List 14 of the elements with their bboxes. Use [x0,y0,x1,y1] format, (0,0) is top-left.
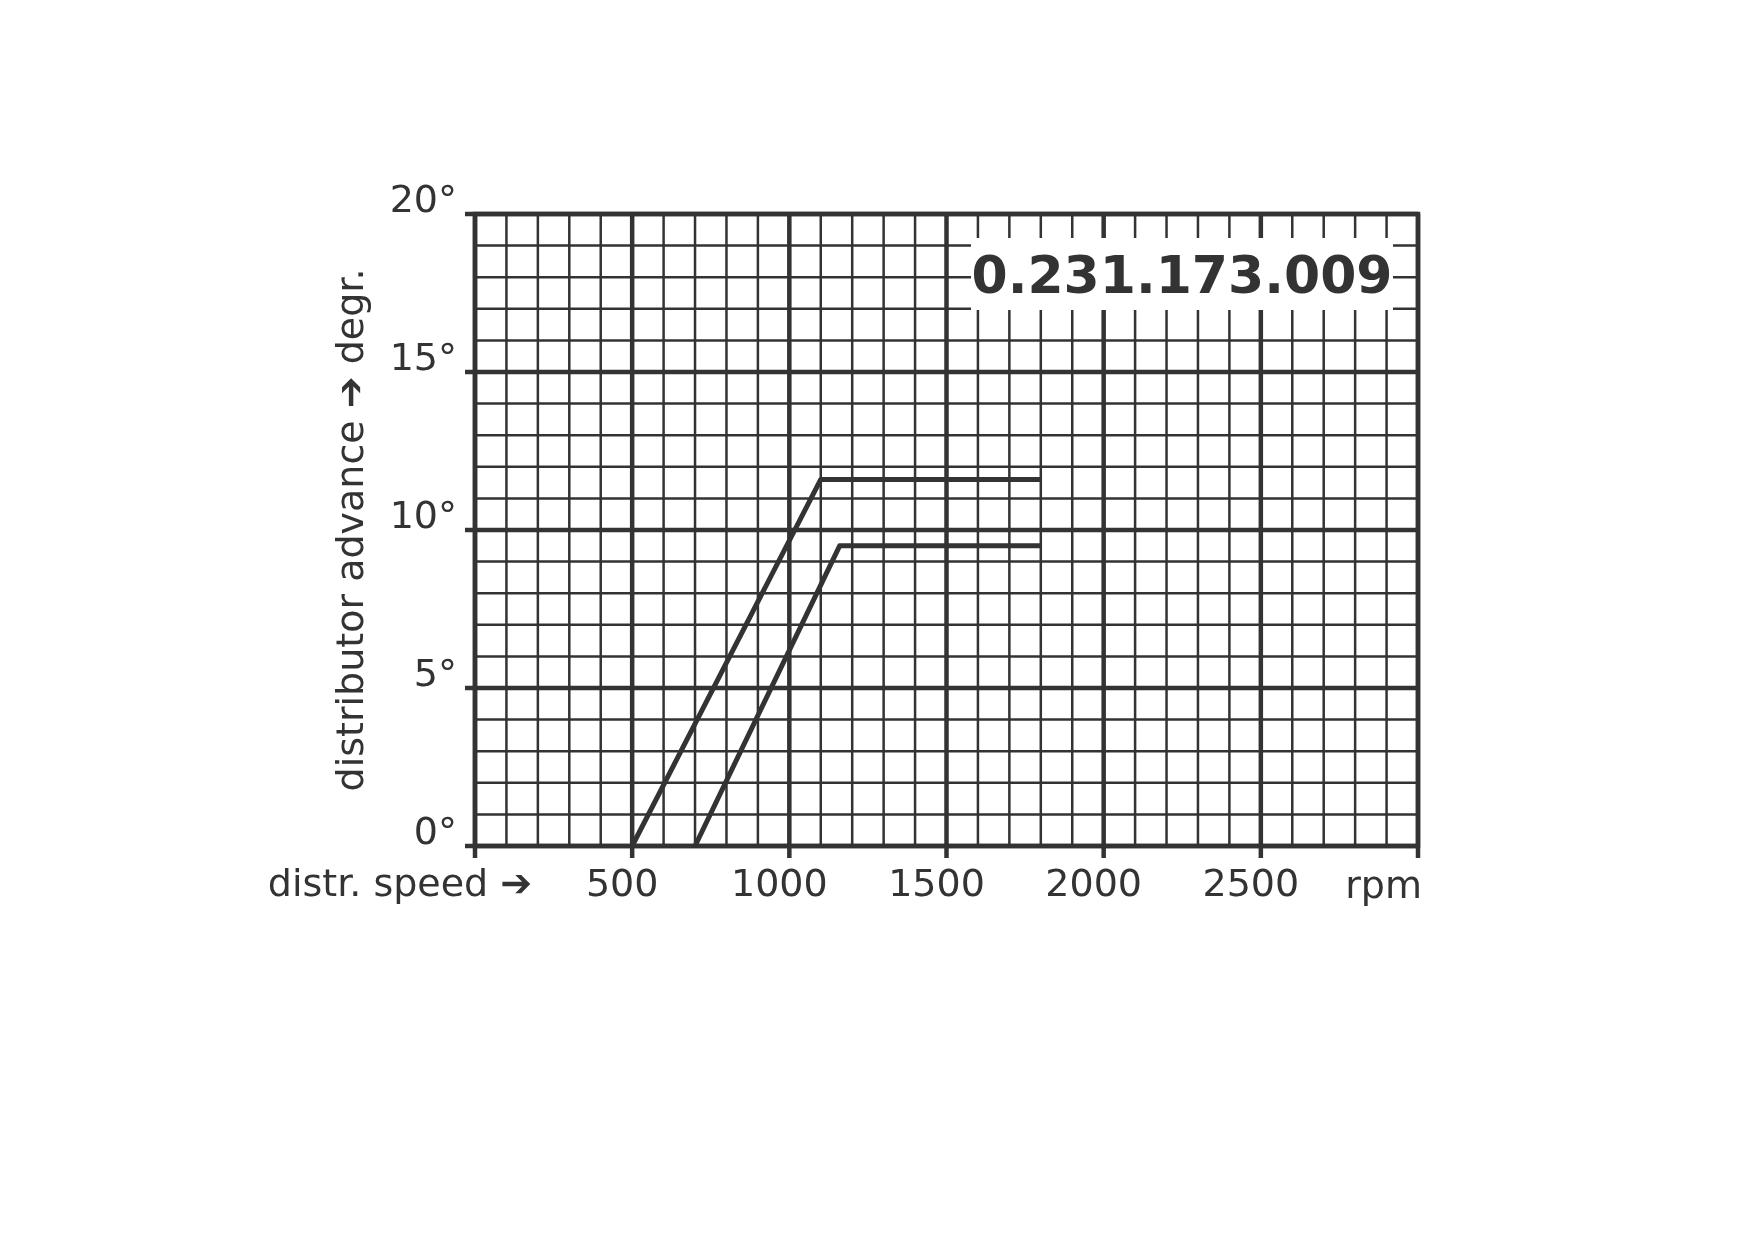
x-tick-label: 2500 [1202,861,1300,905]
y-axis-title: distributor advance ➔ degr. [328,268,372,792]
y-tick-label: 10° [389,493,457,537]
text: rpm [1345,863,1422,907]
y-tick-label: 20° [389,177,457,221]
x-axis-title: distr. speed ➔ [267,861,533,905]
text: 0.231.173.009 [971,245,1393,305]
x-tick-label: 500 [585,861,659,905]
x-tick-label: 1500 [888,861,985,905]
x-tick-label: 2000 [1045,861,1143,905]
y-tick-label: 15° [389,335,457,379]
y-tick-label: 5° [413,651,457,695]
x-tick-label: 1000 [730,861,828,905]
y-tick-label: 0° [413,809,457,853]
